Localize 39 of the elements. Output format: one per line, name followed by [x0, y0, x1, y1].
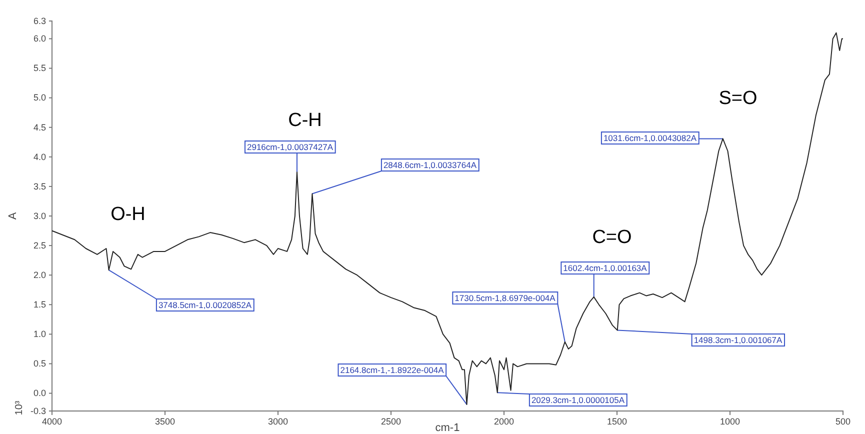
x-tick-label: 1000 — [720, 416, 740, 426]
y-tick-label: 4.5 — [33, 122, 46, 132]
annotation: 2164.8cm-1,-1.8922e-004A — [340, 365, 444, 375]
x-tick-label: 3000 — [268, 416, 288, 426]
y-tick-label: 6.0 — [33, 34, 46, 44]
annotation: C=O — [592, 227, 632, 248]
y-tick-label: 0.5 — [33, 358, 46, 369]
annotation: 3748.5cm-1,0.0020852A — [158, 300, 252, 310]
annotation: 1498.3cm-1,0.001067A — [694, 335, 783, 345]
y-tick-label: 2.0 — [33, 270, 46, 280]
y-axis-title: A — [7, 212, 19, 220]
x-tick-label: 500 — [835, 416, 851, 426]
x-tick-label: 4000 — [42, 416, 62, 426]
y-tick-label: 1.0 — [33, 329, 46, 340]
y-tick-label: 6.3 — [33, 16, 46, 26]
x-tick-label: 3500 — [154, 416, 176, 426]
annotation: O-H — [110, 204, 146, 225]
annotation: 2916cm-1,0.0037427A — [246, 142, 334, 152]
annotation: C-H — [288, 110, 322, 131]
annotation: 1730.5cm-1,8.6979e-004A — [454, 293, 556, 303]
y-tick-label: 5.0 — [33, 92, 46, 103]
y-tick-label: 1.5 — [33, 300, 46, 310]
annotation: 2848.6cm-1,0.0033764A — [383, 160, 477, 170]
x-tick-label: 2500 — [380, 416, 402, 426]
x-tick-label: 1500 — [606, 416, 628, 426]
x-tick-label: 2000 — [494, 416, 514, 426]
y-tick-label: -0.3 — [30, 406, 46, 416]
y-tick-label: 3.5 — [33, 181, 46, 192]
y-tick-label: 0.0 — [33, 388, 46, 398]
text: 10³ — [14, 400, 25, 416]
x-axis-title: cm-1 — [435, 422, 460, 434]
annotation: 1031.6cm-1,0.0043082A — [603, 133, 697, 143]
y-tick-label: 3.0 — [33, 210, 46, 221]
y-tick-label: 2.5 — [33, 240, 46, 250]
y-tick-label: 5.5 — [33, 63, 46, 74]
annotation: 1602.4cm-1,0.00163A — [563, 263, 648, 273]
annotation: 2029.3cm-1,0.0000105A — [531, 395, 625, 405]
y-tick-label: 4.0 — [33, 152, 46, 162]
annotation: S=O — [718, 88, 758, 109]
